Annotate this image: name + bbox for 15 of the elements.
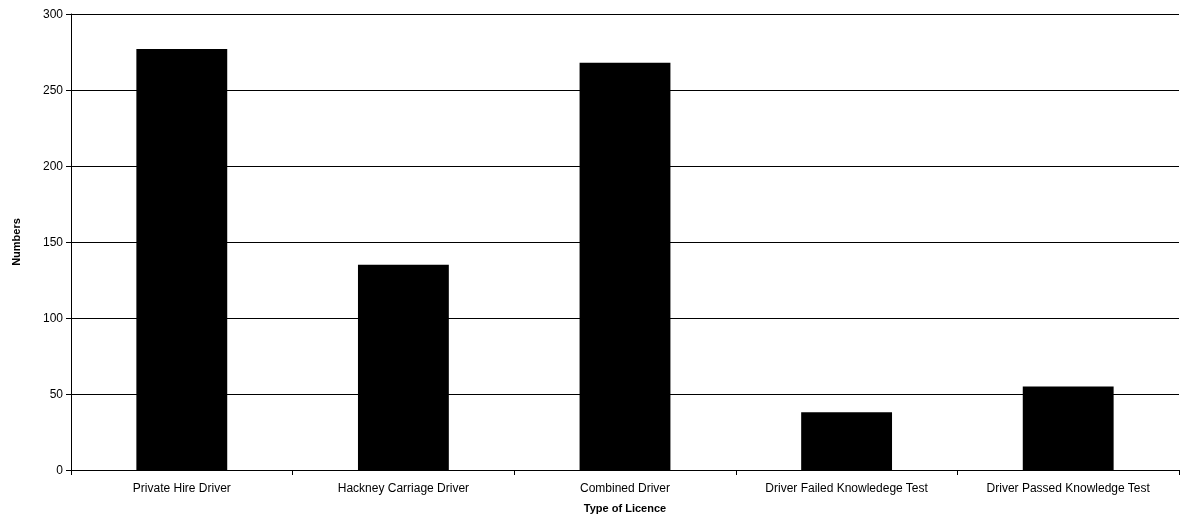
y-tick-label: 250 bbox=[42, 83, 64, 97]
y-tick-label: 200 bbox=[42, 159, 64, 173]
x-tick-label: Private Hire Driver bbox=[132, 481, 231, 495]
y-tick-label: 0 bbox=[56, 463, 64, 477]
y-tick-label: 150 bbox=[42, 235, 64, 249]
y-tick-label: 100 bbox=[42, 311, 64, 325]
x-axis-title: Type of Licence bbox=[583, 501, 667, 514]
y-tick-label: 300 bbox=[42, 7, 64, 21]
bar bbox=[801, 412, 893, 470]
x-tick-label: Driver Failed Knowledege Test bbox=[765, 481, 929, 495]
x-tick-label: Driver Passed Knowledge Test bbox=[986, 481, 1151, 495]
y-axis-title: Numbers bbox=[9, 218, 22, 266]
y-tick-label: 50 bbox=[49, 387, 64, 401]
x-tick-label: Hackney Carriage Driver bbox=[337, 481, 470, 495]
x-tick-label: Combined Driver bbox=[579, 481, 671, 495]
